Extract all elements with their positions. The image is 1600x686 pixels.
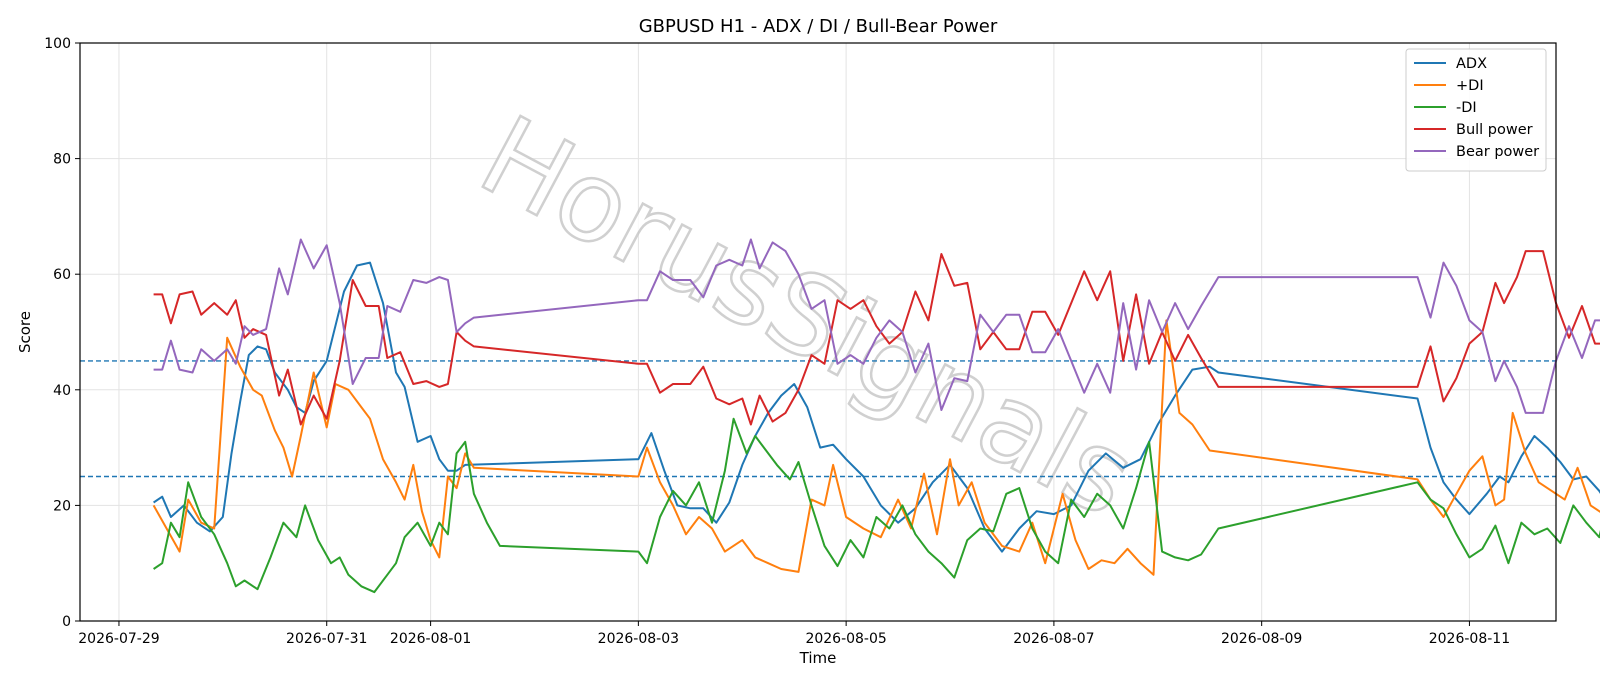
x-tick-label: 2026-07-29 xyxy=(78,631,159,647)
reference-lines xyxy=(80,360,1556,478)
series-lines xyxy=(152,238,1600,594)
legend-label: ADX xyxy=(1456,56,1487,72)
x-axis-label: Time xyxy=(799,649,837,667)
y-tick-label: 0 xyxy=(62,614,71,630)
plot-frame xyxy=(79,42,1557,622)
x-tick-label: 2026-08-09 xyxy=(1221,631,1302,647)
series-line-di xyxy=(152,319,1600,576)
grid xyxy=(80,42,1556,622)
y-tick-label: 60 xyxy=(53,267,71,283)
series-line-bear-power xyxy=(153,238,1600,414)
legend: ADX +DI -DI Bull power Bear power xyxy=(1405,48,1547,172)
x-tick-label: 2026-08-03 xyxy=(598,631,679,647)
legend-label: +DI xyxy=(1456,78,1484,94)
x-tick-label: 2026-07-31 xyxy=(286,631,367,647)
series-line-bull-power xyxy=(153,250,1600,426)
series-line-adx xyxy=(153,261,1600,553)
y-tick-label: 20 xyxy=(53,498,71,514)
y-tick-label: 40 xyxy=(53,383,71,399)
legend-label: Bear power xyxy=(1456,144,1539,160)
y-tick-label: 100 xyxy=(44,36,71,52)
axis-ticks: 0 20 40 60 80 100 2026-07-29 2026-07-31 2026-08-… xyxy=(44,36,1510,647)
chart-title: GBPUSD H1 - ADX / DI / Bull-Bear Power xyxy=(639,16,998,37)
legend-label: -DI xyxy=(1456,100,1477,116)
y-axis-label: Score xyxy=(16,311,34,353)
x-tick-label: 2026-08-07 xyxy=(1013,631,1094,647)
legend-label: Bull power xyxy=(1456,122,1533,138)
y-tick-label: 80 xyxy=(53,152,71,168)
x-tick-label: 2026-08-11 xyxy=(1429,631,1510,647)
legend-box xyxy=(1405,48,1547,172)
series-line-di xyxy=(153,417,1600,594)
x-tick-label: 2026-08-05 xyxy=(805,631,886,647)
x-tick-label: 2026-08-01 xyxy=(390,631,471,647)
